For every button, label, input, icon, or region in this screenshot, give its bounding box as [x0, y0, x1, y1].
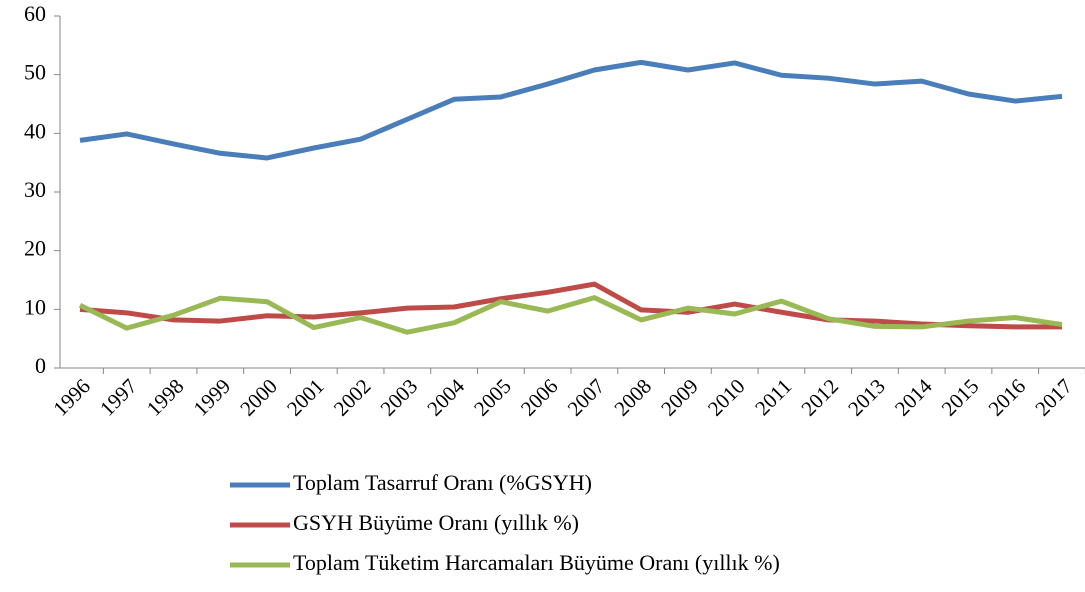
- x-tick-label: 1998: [142, 374, 189, 421]
- y-tick-label: 60: [24, 1, 46, 26]
- x-tick-label: 2000: [235, 374, 282, 421]
- x-tick-label: 2005: [469, 374, 516, 421]
- series-line: [79, 59, 1063, 161]
- x-tick-label: 2006: [516, 374, 563, 421]
- y-tick-label: 30: [24, 177, 46, 202]
- x-tick-label: 1996: [48, 374, 95, 421]
- x-tick-label: 1999: [189, 374, 236, 421]
- series-line: [78, 295, 1063, 335]
- x-tick-label: 2015: [937, 374, 984, 421]
- x-tick-label: 2010: [703, 374, 750, 421]
- x-tick-label: 2007: [563, 374, 610, 421]
- x-tick-label: 2003: [376, 374, 423, 421]
- y-tick-label: 10: [24, 294, 46, 319]
- x-tick-label: 2008: [609, 374, 656, 421]
- x-tick-label: 2009: [656, 374, 703, 421]
- x-tick-label: 2016: [984, 374, 1031, 421]
- legend-label: GSYH Büyüme Oranı (yıllık %): [293, 510, 579, 535]
- x-tick-label: 1997: [95, 374, 142, 421]
- x-tick-label: 2017: [1030, 374, 1077, 421]
- x-tick-label: 2014: [890, 374, 937, 421]
- x-tick-label: 2004: [422, 374, 469, 421]
- y-tick-label: 0: [35, 353, 46, 378]
- legend-label: Toplam Tüketim Harcamaları Büyüme Oranı …: [293, 550, 780, 575]
- x-tick-label: 2011: [750, 374, 796, 420]
- x-tick-label: 2013: [843, 374, 890, 421]
- y-tick-label: 40: [24, 118, 46, 143]
- x-tick-label: 2012: [796, 374, 843, 421]
- x-tick-label: 2001: [282, 374, 329, 421]
- y-tick-label: 20: [24, 236, 46, 261]
- x-tick-label: 2002: [329, 374, 376, 421]
- y-tick-label: 50: [24, 60, 46, 85]
- series-line: [79, 281, 1062, 330]
- legend-label: Toplam Tasarruf Oranı (%GSYH): [293, 470, 592, 495]
